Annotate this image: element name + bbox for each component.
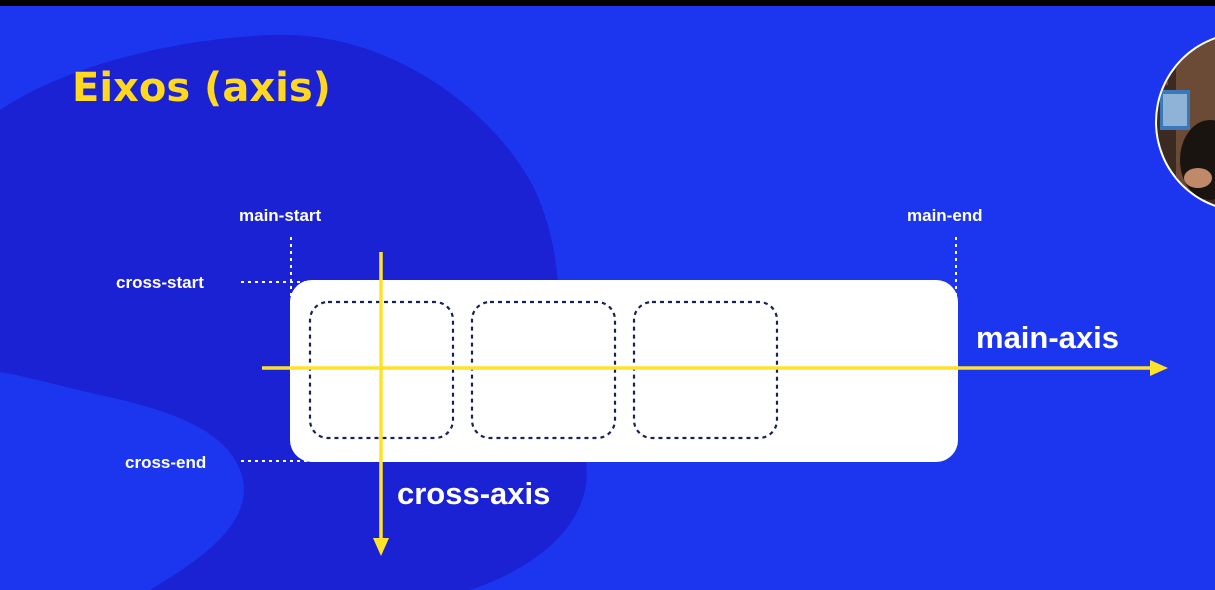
main-start-label: main-start (239, 206, 322, 225)
presenter-webcam-icon (1155, 34, 1215, 210)
main-axis-label: main-axis (976, 320, 1119, 355)
flex-item (470, 300, 617, 440)
slide-title: Eixos (axis) (72, 65, 331, 111)
main-axis-arrow (262, 360, 1168, 376)
cross-start-label: cross-start (116, 273, 204, 292)
top-border-strip (0, 0, 1215, 6)
cross-axis-label: cross-axis (397, 476, 550, 511)
main-axis-arrowhead-icon (1150, 360, 1168, 376)
flex-item (632, 300, 779, 440)
flex-container (290, 280, 958, 462)
cross-end-label: cross-end (125, 453, 206, 472)
cross-axis-arrow (373, 252, 389, 556)
cross-axis-arrowhead-icon (373, 538, 389, 556)
flex-items (308, 300, 779, 440)
main-end-label: main-end (907, 206, 983, 225)
flex-item (308, 300, 455, 440)
